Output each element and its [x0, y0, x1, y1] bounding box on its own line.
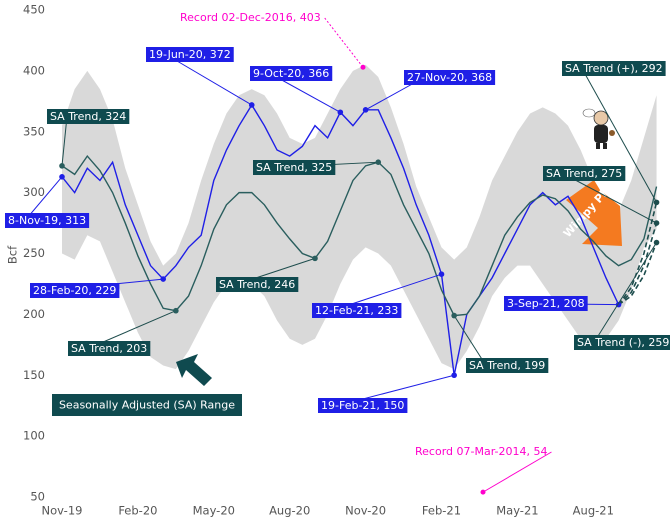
leader-line — [562, 173, 657, 224]
background-layer: 50 100 150 200 250 300 350 400 450 Nov-19 Feb-20 Ma… — [23, 3, 657, 518]
data-label: 19-Feb-21, 150 — [321, 399, 404, 412]
data-label: SA Trend, 246 — [219, 278, 295, 291]
leader-line — [581, 68, 657, 203]
label-box — [253, 160, 336, 175]
label-box — [68, 341, 151, 356]
point — [173, 307, 179, 314]
label-box — [146, 47, 234, 62]
record-label: Record 02-Dec-2016, 403 — [180, 11, 321, 24]
y-axis-title: Bcf — [6, 245, 20, 264]
x-tick-label: Aug-21 — [573, 504, 614, 518]
label-box — [404, 70, 496, 85]
leader-line — [593, 242, 657, 343]
record-point — [480, 489, 486, 495]
record-leader — [482, 451, 552, 493]
label-box — [562, 61, 666, 76]
point — [653, 199, 660, 206]
range-area — [62, 64, 657, 370]
x-tick-label: May-20 — [193, 504, 235, 518]
data-label: SA Trend, 324 — [50, 110, 126, 123]
y-tick-label: 150 — [23, 368, 45, 382]
series-line — [618, 242, 658, 306]
series-line — [618, 222, 658, 306]
point — [160, 276, 166, 282]
x-tick-label: Aug-20 — [269, 504, 310, 518]
point — [451, 372, 457, 379]
point — [438, 271, 445, 277]
cartoon — [582, 108, 615, 149]
x-tick-label: May-21 — [496, 504, 538, 518]
phase-arrow — [566, 180, 622, 246]
label-box — [318, 398, 408, 413]
label-box — [5, 213, 90, 228]
point — [337, 109, 344, 116]
leader-line — [453, 315, 487, 366]
y-tick-label: 50 — [30, 490, 45, 504]
x-tick-label: Nov-20 — [345, 504, 386, 518]
label-box — [250, 66, 333, 81]
series-line — [61, 154, 658, 317]
x-tick-label: Feb-20 — [118, 504, 157, 518]
data-label: SA Trend, 203 — [71, 342, 147, 355]
point — [59, 163, 65, 169]
data-label: 19-Jun-20, 372 — [149, 48, 231, 61]
label-box — [47, 109, 130, 124]
point — [312, 255, 318, 262]
point — [248, 102, 255, 108]
record-leader — [324, 17, 364, 68]
point — [362, 107, 369, 113]
range-legend-label: Seasonally Adjusted (SA) Range — [59, 399, 235, 412]
x-tick-label: Feb-21 — [422, 504, 461, 518]
data-label: 27-Nov-20, 368 — [407, 71, 492, 84]
record-point — [360, 64, 366, 70]
data-label: 12-Feb-21, 233 — [315, 304, 398, 317]
y-tick-label: 250 — [23, 246, 45, 260]
y-tick-label: 200 — [23, 307, 45, 321]
data-label: 3-Sep-21, 208 — [507, 297, 585, 310]
point — [451, 312, 457, 319]
data-label: 9-Oct-20, 366 — [253, 67, 329, 80]
y-tick-label: 100 — [23, 429, 45, 443]
label-box — [216, 277, 299, 292]
label-box — [312, 303, 402, 318]
label-box — [543, 166, 626, 181]
y-tick-label: 400 — [23, 63, 45, 77]
point — [59, 173, 65, 180]
data-label: SA Trend, 199 — [469, 359, 545, 372]
label-box — [504, 296, 588, 311]
data-label: SA Trend, 275 — [546, 167, 622, 180]
label-box — [574, 335, 670, 350]
record-label: Record 07-Mar-2014, 54 — [415, 445, 547, 458]
point — [375, 159, 382, 165]
label-box — [30, 283, 120, 298]
y-tick-label: 300 — [23, 185, 45, 199]
y-tick-label: 350 — [23, 124, 45, 138]
data-label: SA Trend, 325 — [256, 161, 332, 174]
data-label: SA Trend (-), 259 — [577, 336, 669, 349]
leader-line — [61, 116, 68, 166]
label-box — [466, 358, 549, 373]
data-label: SA Trend (+), 292 — [565, 62, 663, 75]
data-label: 28-Feb-20, 229 — [33, 284, 116, 297]
x-tick-label: Nov-19 — [42, 504, 83, 518]
range-legend-box — [52, 394, 242, 416]
series-line — [617, 202, 658, 306]
point — [653, 239, 660, 246]
leader-line — [165, 54, 253, 106]
point — [653, 220, 660, 226]
range-arrow — [176, 354, 212, 386]
y-tick-label: 450 — [23, 3, 45, 17]
data-label: 8-Nov-19, 313 — [8, 214, 86, 227]
